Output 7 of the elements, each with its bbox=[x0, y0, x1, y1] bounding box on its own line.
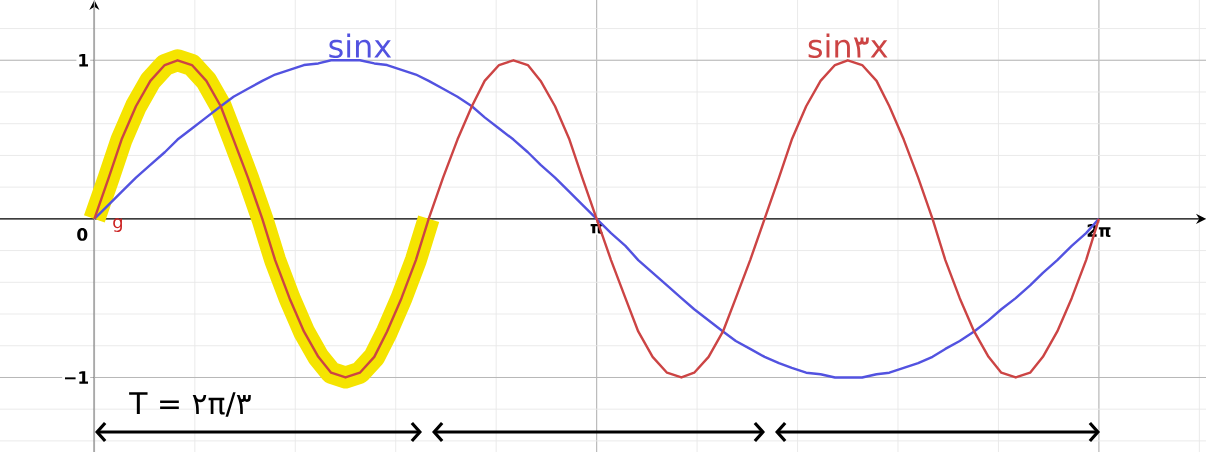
y-tick-label: 1 bbox=[79, 54, 89, 67]
series-label: sinx bbox=[329, 33, 392, 59]
series-label: sin٣x bbox=[808, 33, 888, 59]
annotation: T = ٢π/٣ bbox=[129, 392, 251, 417]
annotation: g bbox=[113, 218, 122, 232]
y-tick-label: −1 bbox=[65, 371, 89, 384]
x-tick-label: 0 bbox=[77, 228, 88, 241]
